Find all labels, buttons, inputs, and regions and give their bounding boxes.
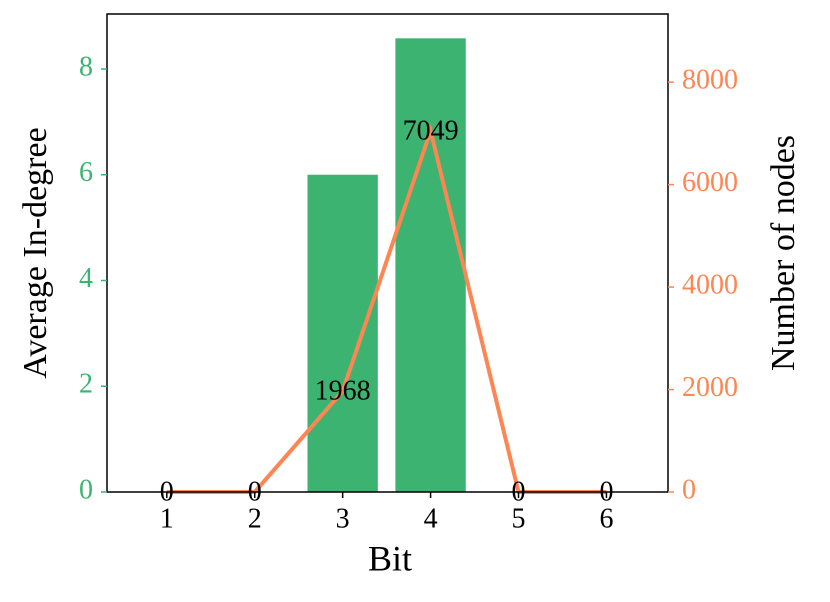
plot-frame: [106, 13, 669, 493]
y2-tick-label: 8000: [682, 65, 738, 96]
line: [166, 123, 607, 494]
bar: [307, 174, 378, 493]
data-label: 1968: [315, 376, 371, 407]
y2-tick-label: 2000: [682, 372, 738, 403]
y-axis-label: Average In-degree: [17, 127, 54, 378]
y2-tick-label: 4000: [682, 269, 738, 300]
x-tick-label: 5: [512, 503, 526, 534]
y-tick-label: 8: [79, 51, 93, 82]
bar: [395, 38, 466, 493]
y-tick-label: 4: [79, 263, 93, 294]
x-tick-label: 6: [599, 503, 613, 534]
data-label: 7049: [403, 115, 459, 146]
y-tick-label: 0: [79, 474, 93, 505]
x-tick-label: 3: [336, 503, 350, 534]
y2-tick-label: 6000: [682, 167, 738, 198]
y-tick-label: 2: [79, 369, 93, 400]
y-tick-label: 6: [79, 157, 93, 188]
x-tick-label: 1: [160, 503, 174, 534]
y2-axis-label: Number of nodes: [765, 135, 802, 371]
x-tick-label: 2: [248, 503, 262, 534]
x-tick-label: 4: [424, 503, 438, 534]
y2-tick-label: 0: [682, 474, 696, 505]
x-axis-label: Bit: [368, 538, 412, 578]
